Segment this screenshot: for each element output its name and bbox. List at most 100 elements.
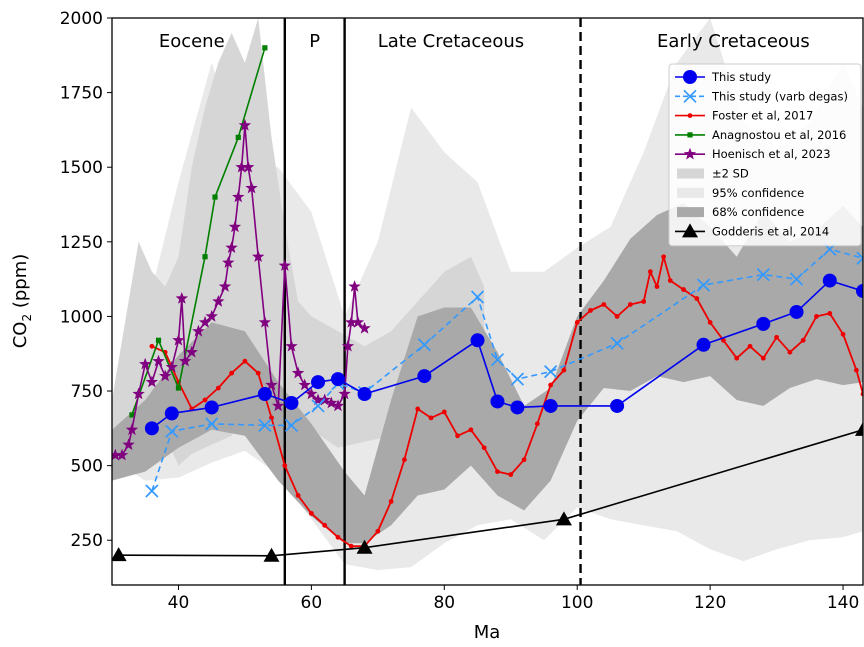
series-2-point-20 <box>415 406 421 412</box>
legend-marker-2 <box>687 113 693 118</box>
series-4-point-20 <box>225 241 238 253</box>
y-tick-label-0: 250 <box>71 531 103 551</box>
series-2-point-50 <box>787 349 793 355</box>
series-0-point-5 <box>311 375 326 390</box>
series-2-point-37 <box>641 299 647 304</box>
series-4-point-5 <box>139 357 152 370</box>
y-tick-label-6: 1750 <box>60 84 103 104</box>
era-label-3: Early Cretaceous <box>657 31 810 52</box>
y-axis-title: CO2 (ppm) <box>10 254 34 349</box>
series-4-point-18 <box>218 280 232 292</box>
series-4-point-13 <box>185 345 198 358</box>
series-2-point-32 <box>574 319 580 325</box>
legend-label-1: This study (varb degas) <box>711 89 848 103</box>
series-5-point-2 <box>356 539 373 554</box>
series-2-point-17 <box>375 528 381 534</box>
x-tick-label-3: 100 <box>561 593 593 613</box>
series-5-point-1 <box>263 547 280 562</box>
series-3-point-5 <box>235 134 241 140</box>
series-2-point-15 <box>348 543 354 549</box>
series-0-point-16 <box>789 304 804 319</box>
series-5-point-3 <box>555 511 572 526</box>
legend-label-3: Anagnostou et al, 2016 <box>712 128 846 142</box>
series-2-point-46 <box>734 355 740 361</box>
series-2-point-30 <box>548 382 554 388</box>
series-1-point-12 <box>544 365 558 379</box>
legend-label-5: ±2 SD <box>712 167 749 181</box>
series-1-point-2 <box>205 417 219 431</box>
series-4-point-19 <box>222 256 235 268</box>
series-2-point-19 <box>402 457 407 463</box>
series-4-point-10 <box>172 333 185 346</box>
x-tick-label-2: 80 <box>433 593 455 613</box>
series-2-point-24 <box>468 427 474 433</box>
series-4-point-14 <box>192 324 205 337</box>
series-2-point-42 <box>681 287 686 292</box>
y-axis-title-unit: (ppm) <box>10 254 31 314</box>
series-4-point-1 <box>115 448 129 461</box>
era-labels: Eocene P Late Cretaceous Early Cretaceous <box>159 31 810 52</box>
series-4-point-43 <box>348 280 361 292</box>
era-boundaries <box>283 18 582 585</box>
legend-item-3: Anagnostou et al, 2016 <box>675 128 846 142</box>
x-tick-label-1: 60 <box>301 593 323 613</box>
series-2-point-44 <box>707 319 713 325</box>
series-0-point-9 <box>470 333 485 348</box>
legend: This study This study (varb degas) Foster … <box>668 63 862 247</box>
x-tick-label-0: 40 <box>168 593 190 613</box>
series-2-point-11 <box>295 493 301 498</box>
legend-label-8: Godderis et al, 2014 <box>712 224 829 238</box>
legend-item-7: 68% confidence <box>677 205 804 219</box>
legend-marker-0 <box>683 70 697 84</box>
series-0-point-15 <box>756 316 771 331</box>
legend-marker-3 <box>687 132 693 138</box>
series-2-point-7 <box>242 358 248 364</box>
legend-marker-8 <box>682 223 698 238</box>
y-tick-label-2: 750 <box>71 382 103 402</box>
series-2-point-26 <box>495 469 500 474</box>
series-2-point-53 <box>827 311 833 316</box>
series-1-point-10 <box>490 353 505 367</box>
era-label-1: P <box>309 31 320 52</box>
series-0-point-18 <box>856 284 863 299</box>
legend-label-4: Hoenisch et al, 2023 <box>712 147 831 161</box>
series-3-point-0 <box>129 412 135 418</box>
series-4-point-24 <box>238 118 252 131</box>
series-4-point-44 <box>351 315 365 328</box>
series-0-point-13 <box>610 398 625 413</box>
series-2-point-48 <box>760 355 766 361</box>
y-tick-label-3: 1000 <box>60 307 103 327</box>
series-1-point-3 <box>258 418 272 432</box>
series-1-point-5 <box>311 399 325 413</box>
series-2-point-33 <box>588 308 593 313</box>
series-1-point-16 <box>789 272 804 286</box>
series-2-point-6 <box>229 370 235 376</box>
y-tick-label-5: 1500 <box>60 158 103 178</box>
series-2-point-29 <box>534 421 540 427</box>
series-4-point-3 <box>125 423 139 436</box>
series-4-point-42 <box>345 315 358 328</box>
series-4-point-6 <box>145 375 159 388</box>
legend-item-8: Godderis et al, 2014 <box>675 223 829 238</box>
series-0-point-3 <box>257 387 272 402</box>
series-3-point-3 <box>202 254 208 260</box>
series-2-point-13 <box>322 522 328 528</box>
series-0-point-10 <box>490 394 505 409</box>
x-tick-label-4: 120 <box>694 593 726 613</box>
series-0-point-11 <box>510 400 525 415</box>
series-2-point-35 <box>614 314 620 319</box>
series-2-point-12 <box>308 510 314 516</box>
series-4-point-21 <box>228 220 242 233</box>
series-4-point-41 <box>341 339 355 352</box>
legend-label-2: Foster et al, 2017 <box>712 109 813 123</box>
series-4-point-2 <box>122 438 135 450</box>
legend-swatch-6 <box>677 187 704 198</box>
series-0-point-7 <box>357 387 372 402</box>
series-4-point-12 <box>178 354 192 367</box>
series-1-point-15 <box>756 268 770 282</box>
series-4-point-28 <box>258 315 271 328</box>
series-2-point-55 <box>853 367 859 373</box>
series-5-point-4 <box>855 421 863 436</box>
legend-marker-1 <box>683 89 697 103</box>
